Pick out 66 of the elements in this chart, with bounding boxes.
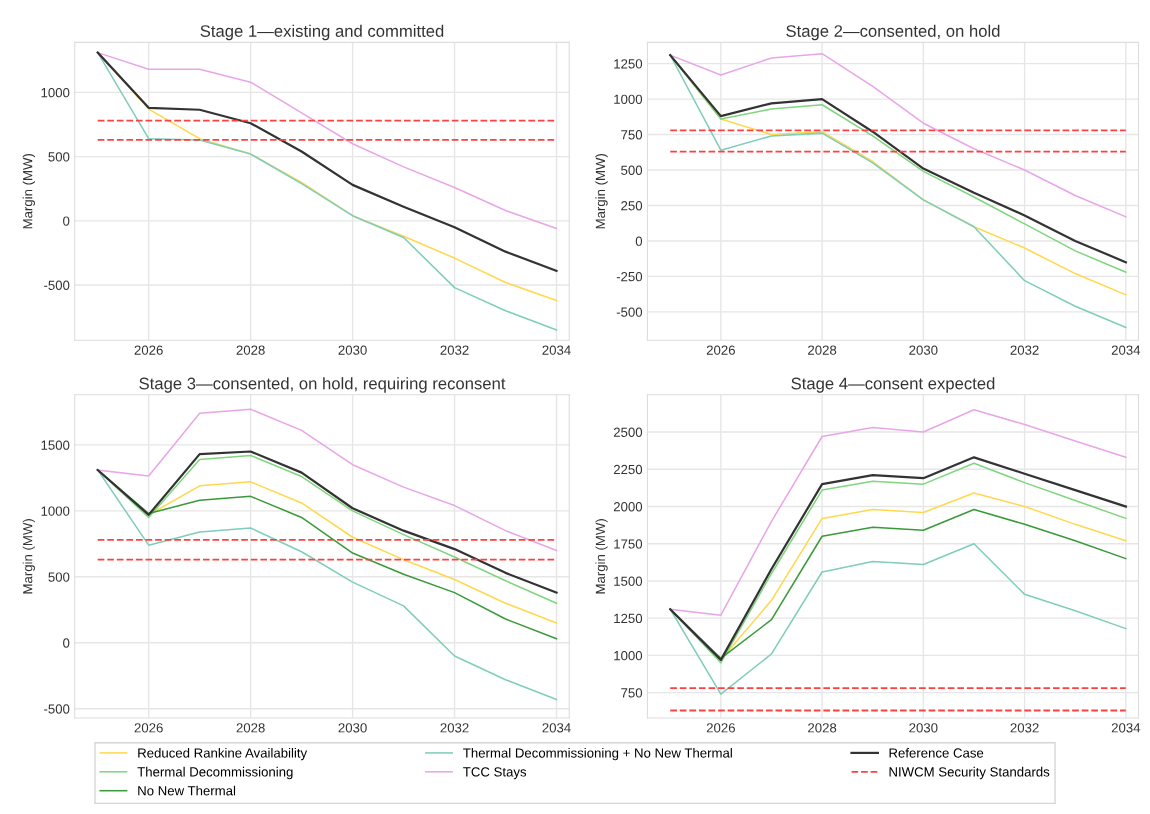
y-tick-label: -500	[44, 704, 70, 714]
x-tick-label: 2030	[338, 345, 367, 355]
y-tick-label: 0	[635, 236, 643, 246]
y-tick-label: 1000	[614, 94, 643, 104]
x-tick-label: 2028	[236, 345, 265, 355]
x-tick-label: 2034	[1111, 345, 1141, 355]
legend-label: Thermal Decommissioning	[137, 766, 293, 780]
legend-label: Thermal Decommissioning + No New Thermal	[463, 747, 732, 761]
x-tick-label: 2026	[134, 345, 163, 355]
y-tick-label: 250	[621, 201, 643, 211]
line-series	[669, 52, 1127, 218]
line-series	[669, 408, 1127, 616]
y-tick-label: 1000	[41, 506, 70, 516]
y-tick-label: -250	[616, 271, 643, 282]
x-tick-label: 2026	[706, 723, 735, 733]
y-axis-title: Margin (MW)	[595, 153, 608, 229]
x-tick-label: 2032	[440, 345, 469, 355]
legend-label: NIWCM Security Standards	[889, 766, 1050, 780]
y-tick-label: 500	[48, 152, 70, 162]
chart-title: Stage 2—consented, on hold	[786, 24, 1000, 41]
x-tick-label: 2030	[338, 723, 367, 733]
y-axis-title: Margin (MW)	[595, 519, 608, 594]
x-tick-label: 2028	[236, 723, 265, 733]
y-tick-label: 0	[63, 216, 70, 226]
y-tick-label: 1000	[41, 87, 70, 98]
y-tick-label: 750	[621, 130, 643, 140]
y-tick-label: 1500	[614, 576, 643, 586]
line-series	[96, 469, 558, 701]
y-tick-label: 2500	[613, 427, 643, 437]
x-tick-label: 2032	[1010, 723, 1039, 733]
line-series	[96, 408, 558, 552]
line-series	[669, 542, 1127, 695]
y-tick-label: 2250	[613, 464, 643, 475]
y-tick-label: -500	[44, 280, 70, 290]
y-tick-label: 1500	[41, 440, 70, 450]
y-tick-label: 500	[48, 572, 70, 582]
y-tick-label: 1250	[614, 613, 643, 624]
chart-title: Stage 1—existing and committed	[200, 24, 444, 41]
x-tick-label: 2034	[542, 345, 571, 355]
x-tick-label: 2032	[440, 723, 469, 733]
x-tick-label: 2032	[1010, 345, 1039, 355]
x-tick-label: 2028	[808, 345, 837, 355]
x-tick-label: 2026	[706, 345, 735, 355]
chart-title: Stage 4—consent expected	[791, 377, 995, 393]
chart-title: Stage 3—consented, on hold, requiring reconsent	[139, 377, 506, 393]
x-tick-label: 2034	[542, 723, 571, 733]
x-tick-label: 2028	[808, 723, 837, 733]
x-tick-label: 2034	[1111, 723, 1141, 733]
y-tick-label: 0	[63, 638, 70, 648]
y-tick-label: 1000	[614, 650, 643, 661]
x-tick-label: 2026	[134, 723, 163, 733]
legend-label: TCC Stays	[463, 767, 527, 780]
x-tick-label: 2030	[909, 723, 938, 733]
y-axis-title: Margin (MW)	[22, 153, 35, 229]
y-tick-label: 750	[621, 688, 643, 698]
y-tick-label: 500	[621, 165, 643, 175]
y-tick-label: 1750	[614, 539, 643, 549]
legend-label: Reference Case	[889, 747, 984, 758]
legend-label: No New Thermal	[138, 785, 236, 796]
x-tick-label: 2030	[909, 345, 938, 355]
y-tick-label: 1250	[614, 59, 643, 69]
line-series	[96, 51, 558, 230]
y-axis-title: Margin (MW)	[22, 519, 35, 594]
y-tick-label: 2000	[613, 502, 643, 512]
y-tick-label: -500	[616, 307, 643, 317]
legend-label: Reduced Rankine Availability	[138, 747, 308, 761]
